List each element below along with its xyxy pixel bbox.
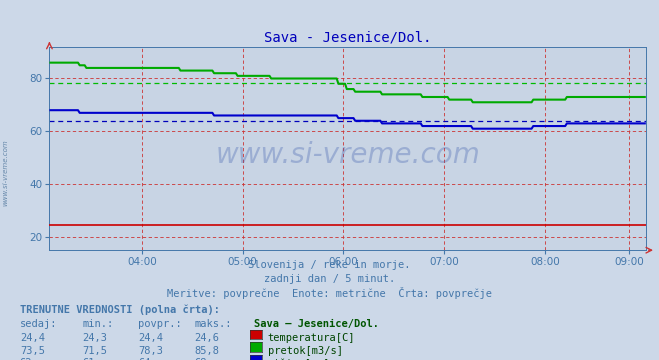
Text: 64: 64 <box>138 358 151 360</box>
Title: Sava - Jesenice/Dol.: Sava - Jesenice/Dol. <box>264 30 432 44</box>
Text: temperatura[C]: temperatura[C] <box>268 333 355 343</box>
Text: 24,3: 24,3 <box>82 333 107 343</box>
Text: www.si-vreme.com: www.si-vreme.com <box>215 141 480 168</box>
Text: 71,5: 71,5 <box>82 346 107 356</box>
Text: maks.:: maks.: <box>194 319 232 329</box>
Text: 24,4: 24,4 <box>138 333 163 343</box>
Text: 78,3: 78,3 <box>138 346 163 356</box>
Text: povpr.:: povpr.: <box>138 319 182 329</box>
Text: Slovenija / reke in morje.: Slovenija / reke in morje. <box>248 260 411 270</box>
Text: pretok[m3/s]: pretok[m3/s] <box>268 346 343 356</box>
Text: 73,5: 73,5 <box>20 346 45 356</box>
Text: 24,6: 24,6 <box>194 333 219 343</box>
Text: 61: 61 <box>82 358 95 360</box>
Text: sedaj:: sedaj: <box>20 319 57 329</box>
Text: 62: 62 <box>20 358 32 360</box>
Text: Sava – Jesenice/Dol.: Sava – Jesenice/Dol. <box>254 319 379 329</box>
Text: min.:: min.: <box>82 319 113 329</box>
Text: Meritve: povprečne  Enote: metrične  Črta: povprečje: Meritve: povprečne Enote: metrične Črta:… <box>167 287 492 299</box>
Text: 85,8: 85,8 <box>194 346 219 356</box>
Text: 24,4: 24,4 <box>20 333 45 343</box>
Text: www.si-vreme.com: www.si-vreme.com <box>2 139 9 206</box>
Text: 68: 68 <box>194 358 207 360</box>
Text: zadnji dan / 5 minut.: zadnji dan / 5 minut. <box>264 274 395 284</box>
Text: TRENUTNE VREDNOSTI (polna črta):: TRENUTNE VREDNOSTI (polna črta): <box>20 304 219 315</box>
Text: višina[cm]: višina[cm] <box>268 358 330 360</box>
